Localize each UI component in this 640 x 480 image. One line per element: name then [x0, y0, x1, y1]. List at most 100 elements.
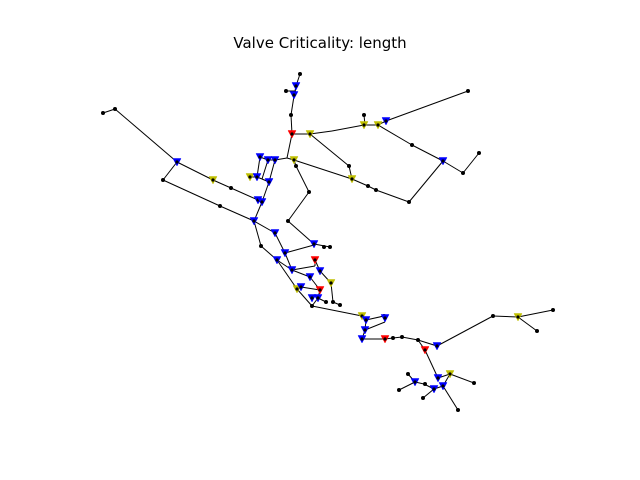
pipe: [377, 124, 413, 146]
junction-node: [298, 72, 302, 76]
valve-node: [413, 380, 417, 384]
figure-title: Valve Criticality: length: [233, 34, 407, 52]
valve-node: [313, 258, 317, 262]
pipe: [417, 339, 438, 347]
pipe: [517, 316, 538, 332]
valve-node: [436, 376, 440, 380]
pipe: [311, 305, 363, 317]
pipe: [276, 259, 298, 290]
pipe: [212, 179, 232, 189]
valve-node: [273, 158, 277, 162]
junction-node: [416, 338, 420, 342]
pipe: [287, 220, 315, 245]
pipe: [331, 124, 365, 132]
junction-node: [229, 186, 233, 190]
valve-node: [383, 316, 387, 320]
pipe: [449, 373, 475, 384]
valve-node: [318, 269, 322, 273]
valve-node: [350, 177, 354, 181]
valve-node: [423, 348, 427, 352]
junction-node: [294, 164, 298, 168]
junction-node: [456, 408, 460, 412]
pipe: [287, 191, 310, 222]
valve-node: [275, 258, 279, 262]
valve-node: [290, 268, 294, 272]
junction-node: [406, 372, 410, 376]
valve-node: [258, 155, 262, 159]
junction-node: [400, 335, 404, 339]
pipe: [296, 288, 313, 307]
pipe: [375, 189, 410, 203]
valve-node: [384, 119, 388, 123]
pipe: [385, 90, 469, 122]
pipe: [286, 133, 293, 159]
pipe: [176, 161, 214, 181]
junction-node: [391, 336, 395, 340]
pipe: [411, 144, 444, 162]
pipe: [162, 179, 221, 207]
valve-node: [273, 231, 277, 235]
junction-node: [338, 303, 342, 307]
junction-node: [374, 188, 378, 192]
valve-node: [432, 387, 436, 391]
valve-node: [283, 251, 287, 255]
pipe: [295, 165, 310, 193]
pipe: [293, 159, 353, 180]
valve-node: [362, 123, 366, 127]
valve-node: [292, 93, 296, 97]
valve-node: [260, 200, 264, 204]
pipe: [365, 315, 385, 321]
junction-node: [310, 304, 314, 308]
valve-node: [363, 328, 367, 332]
valve-node: [441, 384, 445, 388]
junction-node: [307, 190, 311, 194]
pipe: [462, 152, 480, 174]
pipe: [422, 388, 435, 399]
junction-node: [535, 329, 539, 333]
pipe: [442, 160, 464, 174]
junction-node: [551, 308, 555, 312]
pipe: [162, 161, 178, 181]
valve-node: [448, 372, 452, 376]
valve-node: [360, 337, 364, 341]
pipe: [253, 220, 262, 247]
junction-node: [423, 382, 427, 386]
junction-node: [461, 171, 465, 175]
pipe: [230, 187, 259, 201]
pipe: [401, 336, 419, 341]
junction-node: [286, 219, 290, 223]
junction-node: [284, 89, 288, 93]
pipe: [351, 178, 369, 187]
valve-node: [376, 123, 380, 127]
junction-node: [328, 245, 332, 249]
pipe: [492, 315, 519, 318]
junction-node: [491, 314, 495, 318]
junction-layer: [101, 72, 555, 412]
junction-node: [347, 164, 351, 168]
pipe: [313, 243, 331, 248]
pipe: [436, 315, 494, 347]
pipe: [309, 133, 350, 167]
pipe: [442, 385, 459, 411]
valve-node: [318, 288, 322, 292]
valve-node: [294, 84, 298, 88]
junction-node: [477, 151, 481, 155]
valve-node: [308, 132, 312, 136]
valve-node: [383, 337, 387, 341]
pipe: [219, 205, 255, 222]
junction-node: [113, 107, 117, 111]
valve-node: [295, 287, 299, 291]
valve-node: [248, 175, 252, 179]
valve-node: [252, 219, 256, 223]
valve-node: [329, 281, 333, 285]
valve-node: [290, 132, 294, 136]
valve-node: [292, 158, 296, 162]
pipe: [300, 286, 321, 291]
junction-node: [407, 200, 411, 204]
valve-node: [316, 296, 320, 300]
pipe: [261, 159, 269, 180]
valve-node: [441, 159, 445, 163]
junction-node: [466, 89, 470, 93]
